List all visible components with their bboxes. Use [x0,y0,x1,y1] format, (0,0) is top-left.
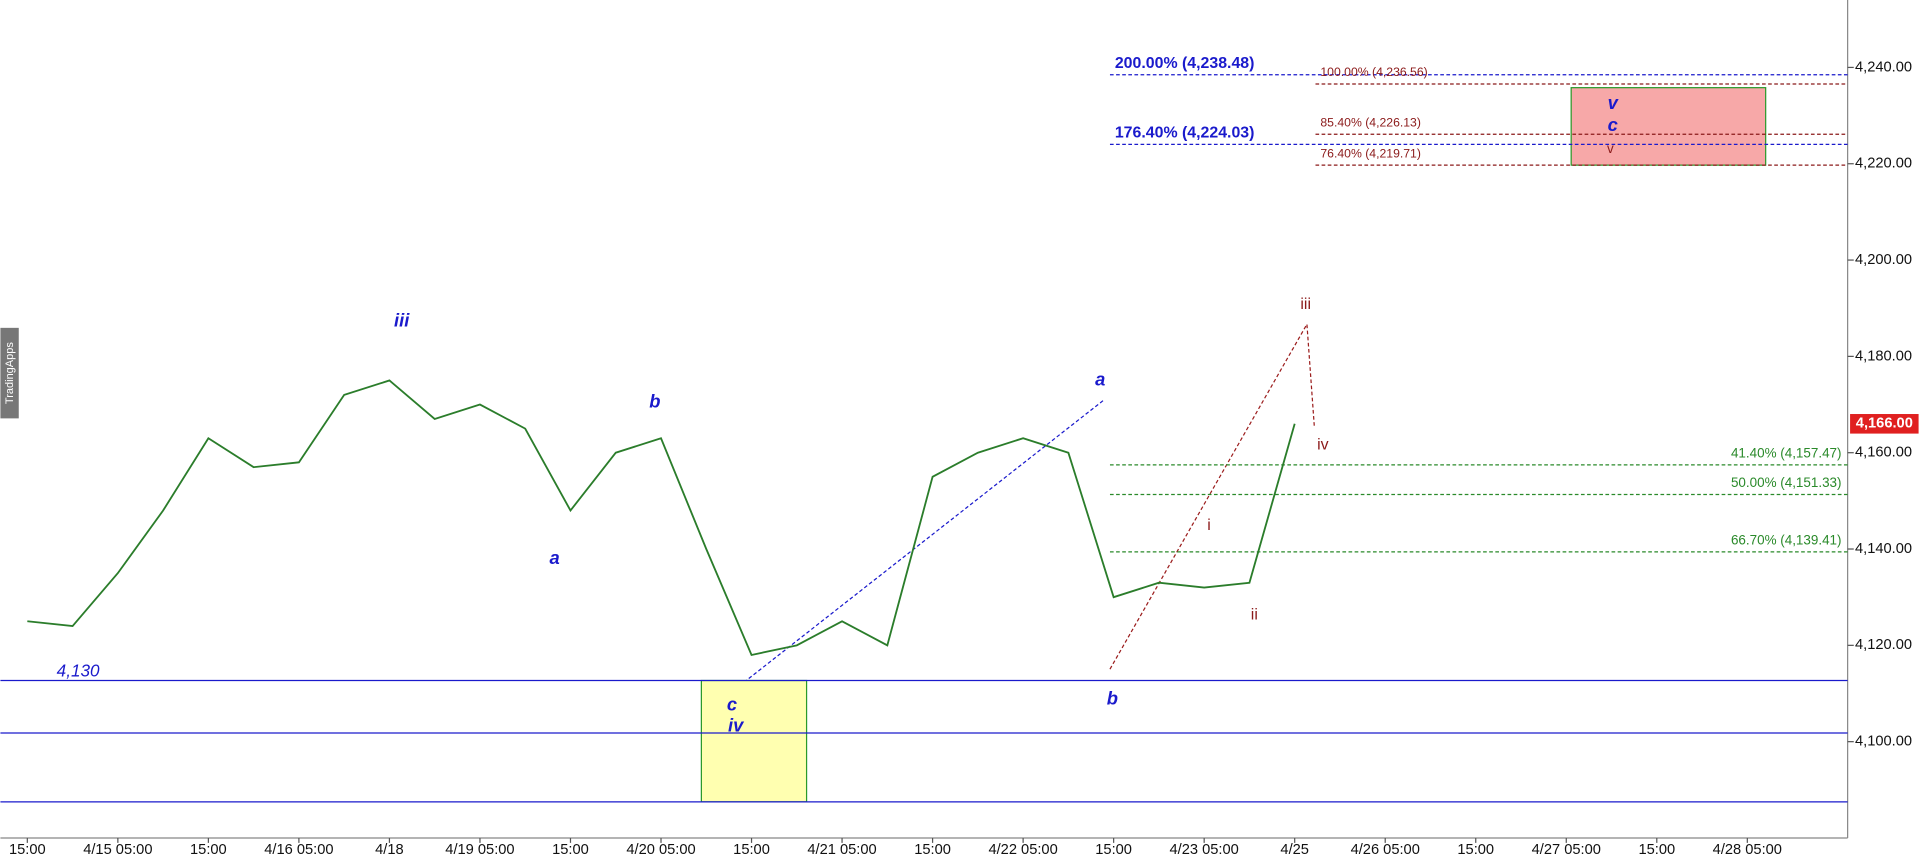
y-tick-label: 4,160.00 [1855,445,1912,461]
wave-label: iii [1300,296,1311,313]
x-tick-label: 4/19 05:00 [445,842,514,858]
wave-label: a [549,547,559,568]
x-tick-label: 15:00 [1095,842,1132,858]
wave-trendline [1109,322,1315,670]
target-box [700,679,808,803]
x-tick-label: 4/15 05:00 [83,842,152,858]
fib-label: 50.00% (4,151.33) [1731,475,1842,490]
wave-label: v [1607,141,1614,156]
watermark: TradingApps [4,342,16,404]
y-tick-label: 4,140.00 [1855,541,1912,557]
x-tick-label: 4/20 05:00 [626,842,695,858]
x-tick-label: 4/28 05:00 [1713,842,1782,858]
y-tick-label: 4,220.00 [1855,156,1912,172]
x-tick-label: 15:00 [1638,842,1675,858]
x-tick-label: 4/16 05:00 [264,842,333,858]
fib-label: 200.00% (4,238.48) [1115,55,1255,72]
x-tick-label: 15:00 [552,842,589,858]
fib-label: 41.40% (4,157.47) [1731,445,1842,460]
x-tick-label: 4/22 05:00 [988,842,1057,858]
y-tick-label: 4,180.00 [1855,348,1912,364]
last-price-label: 4,166.00 [1856,416,1913,432]
x-tick-label: 4/25 [1280,842,1309,858]
x-tick-label: 4/18 [375,842,404,858]
x-tick-label: 4/27 05:00 [1532,842,1601,858]
x-tick-label: 15:00 [190,842,227,858]
y-tick-label: 4,200.00 [1855,252,1912,268]
y-tick-label: 4,120.00 [1855,637,1912,653]
x-tick-label: 4/23 05:00 [1170,842,1239,858]
wave-label: b [649,390,660,411]
wave-label: c [1608,114,1618,135]
fib-label: 76.40% (4,219.71) [1320,146,1421,160]
x-tick-label: 15:00 [1457,842,1494,858]
wave-label: iii [394,310,410,331]
target-box [1570,87,1767,166]
wave-label: a [1095,368,1105,389]
fib-label: 176.40% (4,224.03) [1115,125,1255,142]
fib-label: 66.70% (4,139.41) [1731,532,1842,547]
x-tick-label: 15:00 [914,842,951,858]
y-tick-label: 4,240.00 [1855,59,1912,75]
fib-label: 100.00% (4,236.56) [1320,65,1427,79]
x-tick-label: 4/21 05:00 [807,842,876,858]
wave-label: ii [1251,607,1258,624]
wave-label: iv [728,715,745,736]
x-tick-label: 4/26 05:00 [1351,842,1420,858]
wave-label: c [727,694,737,715]
x-tick-label: 15:00 [9,842,46,858]
price-line [27,379,1296,657]
fib-label: 85.40% (4,226.13) [1320,115,1421,129]
watermark-box [0,327,19,419]
wave-label: i [1207,517,1211,534]
last-price-tag [1850,414,1919,434]
wave-label: b [1107,688,1118,709]
wave-label: v [1608,92,1620,113]
support-label: 4,130 [57,661,100,680]
x-tick-label: 15:00 [733,842,770,858]
y-tick-label: 4,100.00 [1855,734,1912,750]
wave-label: iv [1317,436,1329,453]
